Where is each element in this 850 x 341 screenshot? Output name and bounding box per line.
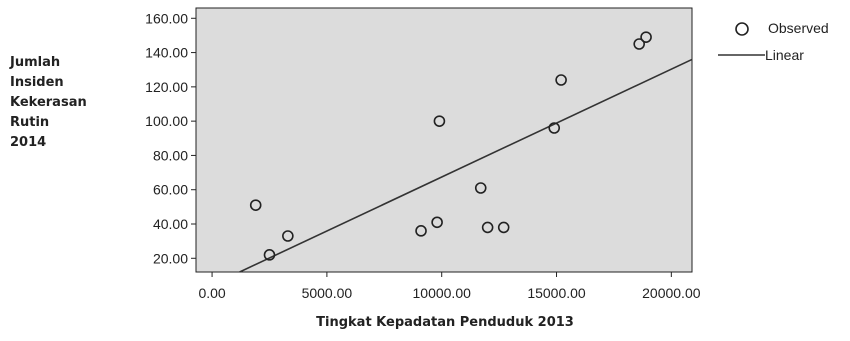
x-tick-label: 20000.00 [642,285,701,301]
y-tick-label: 40.00 [153,216,188,232]
observed-point [474,182,487,194]
legend: Observed Linear [718,20,829,63]
observed-point [282,230,294,242]
points-layer [249,31,652,261]
legend-linear-label: Linear [765,47,804,63]
observed-point [433,115,446,127]
y-tick-label: 160.00 [145,10,188,26]
fit-layer [239,58,693,273]
y-tick-label: 20.00 [153,250,188,266]
x-tick-label: 5000.00 [302,285,353,301]
observed-point [263,249,276,261]
linear-fit-line [239,58,693,273]
y-tick-label: 140.00 [145,45,188,61]
y-axis: 20.00 40.00 60.00 80.00 100.00 120.00 140.00 16… [145,10,196,266]
y-tick-label: 80.00 [153,147,188,163]
y-tick-label: 120.00 [145,79,188,95]
observed-point [555,74,567,86]
x-axis: 0.00 5000.00 10000.00 15000.00 20000.00 [198,272,701,301]
x-tick-label: 0.00 [198,285,225,301]
plot-area [195,7,693,273]
legend-observed-marker [735,22,749,36]
x-axis-label: Tingkat Kepadatan Penduduk 2013 [316,315,574,330]
observed-point [633,38,645,50]
x-tick-label: 15000.00 [527,285,586,301]
x-tick-label: 10000.00 [413,285,472,301]
y-tick-label: 100.00 [145,113,188,129]
observed-point [431,216,443,229]
observed-point [481,221,494,234]
observed-point [640,31,652,43]
legend-observed-label: Observed [768,20,829,36]
y-tick-label: 60.00 [153,182,188,198]
observed-point [415,225,427,237]
observed-point [249,199,262,211]
observed-point [497,221,510,234]
observed-point [548,122,561,134]
y-axis-label: Jumlah Insiden Kekerasan Rutin 2014 [10,55,87,150]
